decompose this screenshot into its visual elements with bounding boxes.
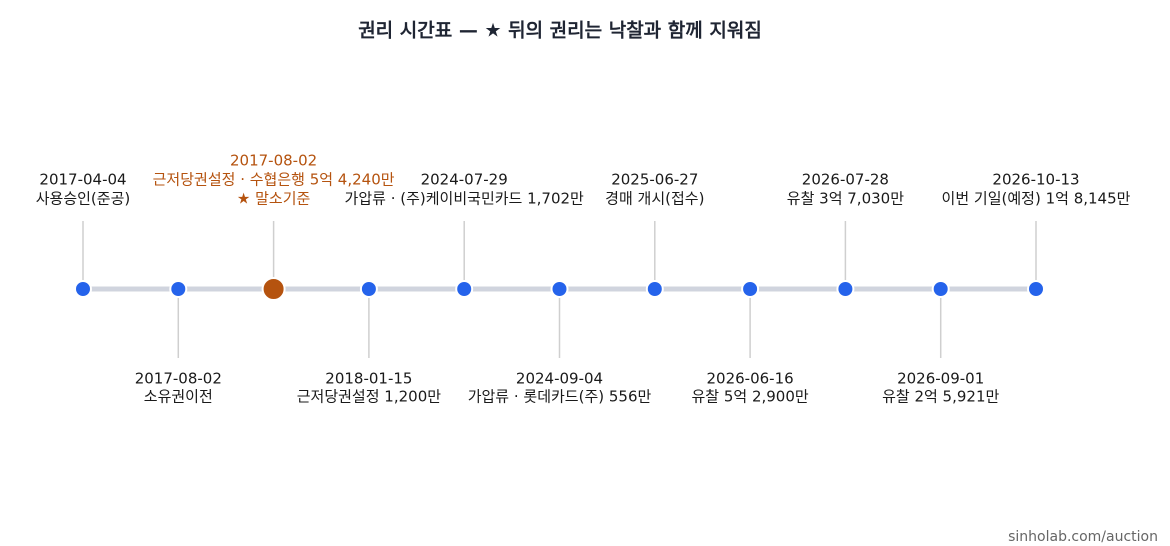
event-date: 2026-09-01	[897, 370, 984, 388]
event-dot	[455, 280, 474, 298]
event-label: 경매 개시(접수)	[605, 190, 704, 208]
event-date: 2026-07-28	[802, 171, 889, 189]
event-label: 가압류 · 롯데카드(주) 556만	[468, 388, 652, 406]
event-label: 사용승인(준공)	[36, 190, 131, 208]
event-dot	[741, 280, 760, 298]
event-date: 2017-08-02	[230, 152, 317, 170]
title: 권리 시간표 — ★ 뒤의 권리는 낙찰과 함께 지워짐	[358, 20, 762, 42]
event-dot	[74, 280, 92, 298]
event-date: 2026-06-16	[707, 370, 794, 388]
event-dot	[550, 280, 569, 298]
event-dot	[931, 280, 950, 298]
event-label: 유찰 5억 2,900만	[691, 388, 808, 406]
event-date: 2017-04-04	[39, 171, 126, 189]
event-label: 소유권이전	[144, 388, 213, 406]
event-date: 2026-10-13	[992, 171, 1079, 189]
event-label: 유찰 3억 7,030만	[787, 190, 904, 208]
event-date: 2025-06-27	[611, 171, 698, 189]
event-dot	[359, 280, 378, 298]
event-date: 2024-09-04	[516, 370, 603, 388]
event-note: ★ 말소기준	[237, 190, 311, 208]
event-label: 가압류 · (주)케이비국민카드 1,702만	[345, 190, 585, 208]
event-dot	[836, 280, 855, 298]
event-dot	[1027, 280, 1045, 298]
event-label: 이번 기일(예정) 1억 8,145만	[942, 190, 1131, 208]
event-label: 근저당권설정 · 수협은행 5억 4,240만	[153, 171, 395, 189]
event-date: 2017-08-02	[135, 370, 222, 388]
event-dot	[261, 277, 286, 301]
event-label: 근저당권설정 1,200만	[297, 388, 442, 406]
event-dot	[169, 280, 188, 298]
event-dot	[645, 280, 664, 298]
event-date: 2024-07-29	[421, 171, 508, 189]
event-label: 유찰 2억 5,921만	[882, 388, 999, 406]
event-date: 2018-01-15	[325, 370, 412, 388]
footer: sinholab.com/auction	[1008, 529, 1158, 545]
